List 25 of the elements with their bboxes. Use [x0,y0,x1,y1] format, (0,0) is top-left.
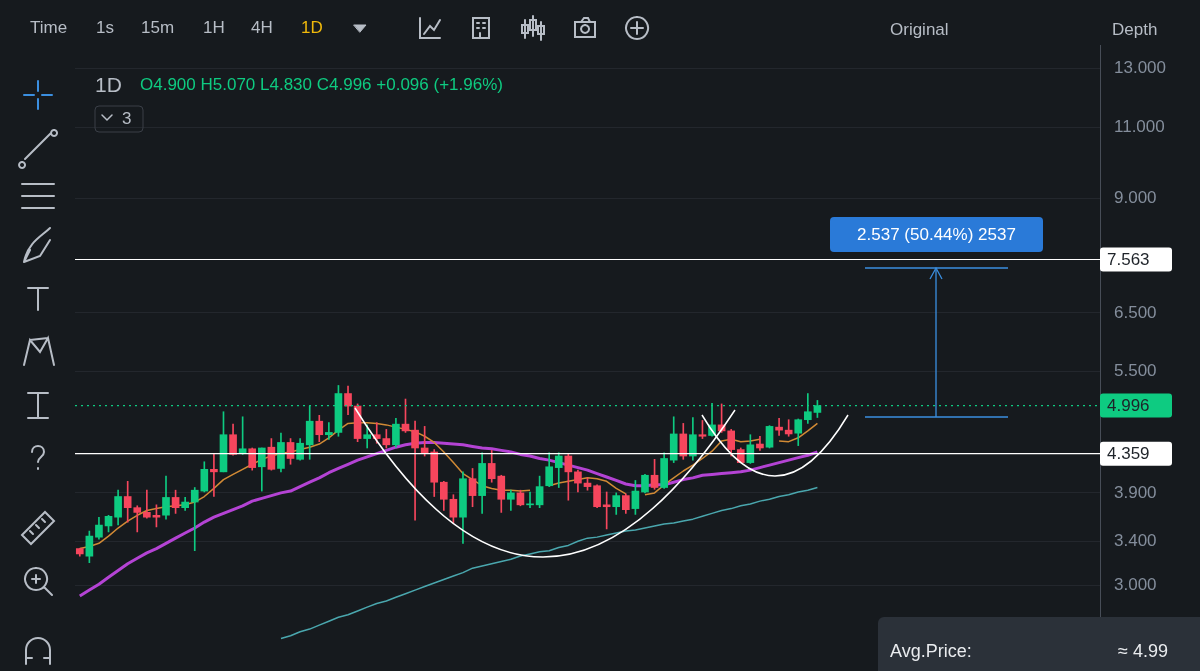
text: ≈ 4.99 [1118,641,1168,661]
text: 4H [251,18,273,38]
annotation: Avg.Price: [890,641,972,661]
text: Original [890,20,949,40]
ref-line-label: 4.359 [1107,444,1150,464]
text: 1s [96,18,114,38]
text: Depth [1112,20,1158,40]
annotation: 3 [122,109,132,129]
y-tick-label: 11.000 [1114,117,1165,137]
text: 15m [141,18,175,38]
y-tick-label: 3.400 [1114,530,1157,550]
ref-line-label: 4.996 [1107,396,1150,416]
y-tick-label: 9.000 [1114,187,1157,207]
text: 1D [95,73,122,97]
text: 1H [203,18,225,38]
y-tick-label: 3.000 [1114,575,1157,595]
y-tick-label: 5.500 [1114,361,1157,381]
annotation: 2.537 (50.44%) 2537 [830,217,1043,252]
text: O4.900 H5.070 L4.830 C4.996 +0.096 (+1.96%) [140,75,503,95]
ref-line-label: 7.563 [1107,250,1150,270]
y-tick-label: 6.500 [1114,302,1157,322]
y-tick-label: 13.000 [1114,58,1166,78]
text: 1D [301,18,323,38]
text: Time [30,18,68,38]
y-tick-label: 3.900 [1114,482,1157,502]
